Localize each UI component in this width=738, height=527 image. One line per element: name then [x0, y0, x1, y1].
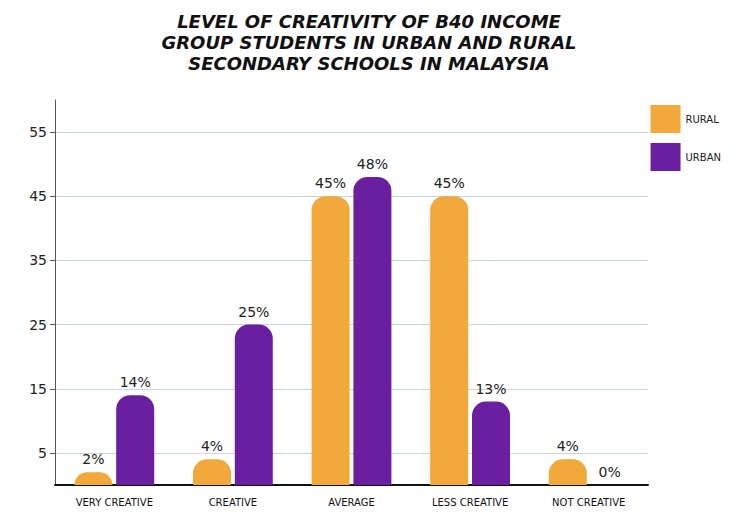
svg-text:VERY CREATIVE: VERY CREATIVE	[76, 497, 153, 508]
svg-text:SECONDARY SCHOOLS IN MALAYSIA: SECONDARY SCHOOLS IN MALAYSIA	[188, 53, 550, 74]
svg-text:0%: 0%	[598, 464, 620, 480]
svg-text:45%: 45%	[315, 175, 346, 191]
svg-text:5: 5	[38, 445, 47, 461]
svg-text:4%: 4%	[201, 438, 223, 454]
svg-text:NOT CREATIVE: NOT CREATIVE	[552, 497, 625, 508]
svg-text:48%: 48%	[357, 156, 388, 172]
svg-text:13%: 13%	[475, 381, 506, 397]
svg-text:45: 45	[29, 188, 47, 204]
svg-text:LEVEL OF CREATIVITY OF B40 INC: LEVEL OF CREATIVITY OF B40 INCOME	[177, 11, 561, 32]
svg-text:25%: 25%	[238, 304, 269, 320]
svg-text:45%: 45%	[434, 175, 465, 191]
svg-text:15: 15	[29, 381, 47, 397]
svg-text:2%: 2%	[82, 451, 104, 467]
svg-text:35: 35	[29, 252, 47, 268]
svg-text:4%: 4%	[557, 438, 579, 454]
svg-text:RURAL: RURAL	[686, 114, 720, 125]
svg-text:AVERAGE: AVERAGE	[328, 497, 375, 508]
svg-text:GROUP STUDENTS IN URBAN AND RU: GROUP STUDENTS IN URBAN AND RURAL	[161, 32, 576, 53]
svg-text:14%: 14%	[120, 374, 151, 390]
svg-text:25: 25	[29, 317, 47, 333]
svg-text:URBAN: URBAN	[686, 152, 721, 163]
svg-text:LESS CREATIVE: LESS CREATIVE	[432, 497, 508, 508]
svg-text:CREATIVE: CREATIVE	[209, 497, 258, 508]
svg-text:55: 55	[29, 124, 47, 140]
